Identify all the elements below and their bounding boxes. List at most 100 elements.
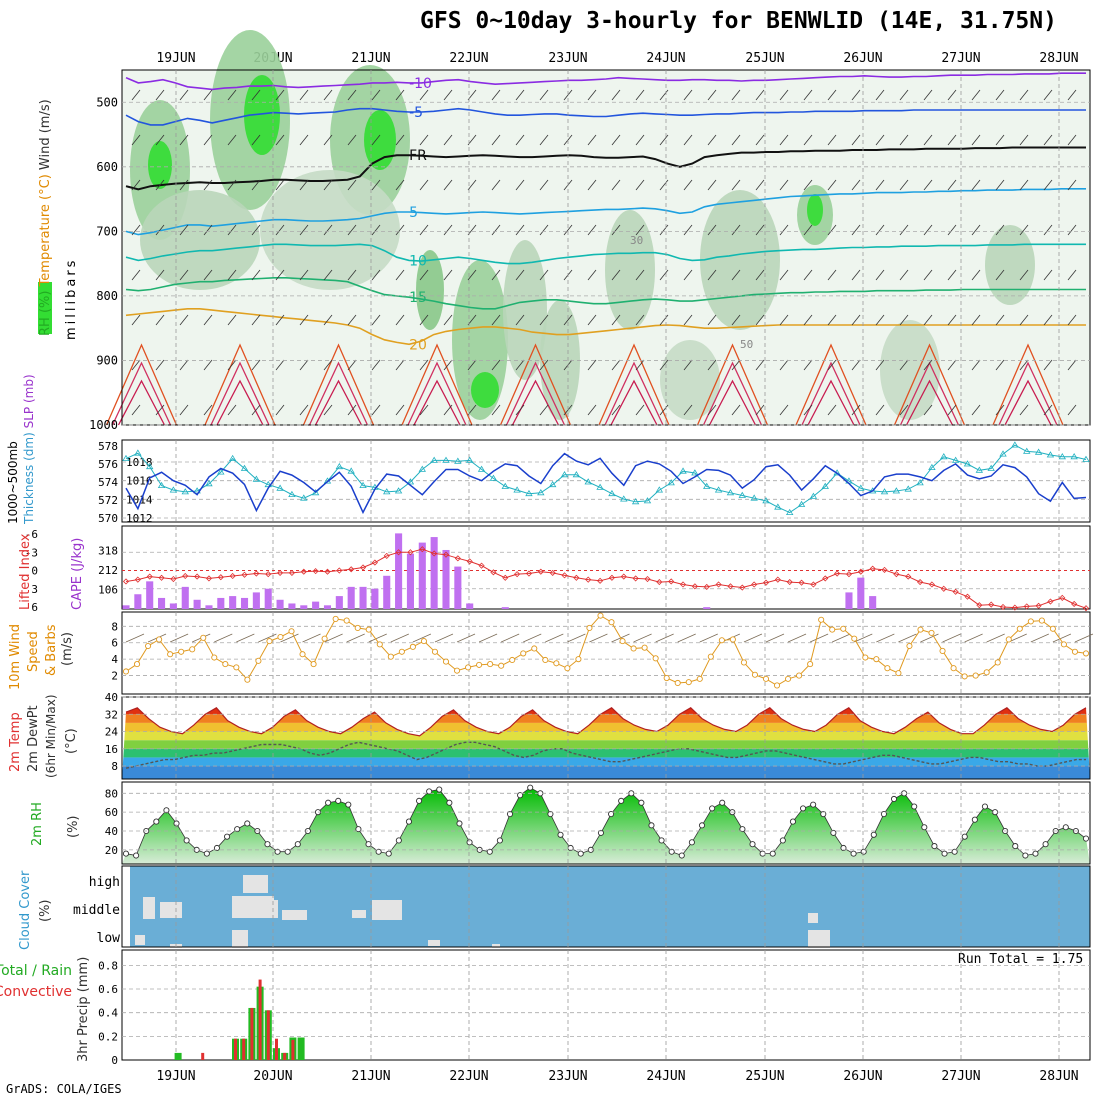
- wind-barb: [563, 404, 573, 416]
- rh-marker: [820, 810, 827, 818]
- wind-barb: [347, 89, 357, 101]
- rh-marker: [385, 850, 392, 857]
- lifted-index-marker: [288, 569, 295, 576]
- wind-speed-marker: [200, 634, 207, 641]
- wind-speed-marker: [928, 629, 935, 636]
- thickness-marker: [1046, 451, 1055, 458]
- wind-barb: [707, 269, 717, 281]
- rh-shade: [660, 340, 720, 420]
- wind-barb: [635, 269, 645, 281]
- thickness-marker: [347, 467, 355, 474]
- rh-marker: [375, 848, 382, 855]
- precip-convective-bar: [266, 1010, 270, 1060]
- thickness-tick-label: 578: [98, 440, 118, 453]
- lifted-index-marker: [1082, 605, 1090, 612]
- wind-speed-marker: [277, 633, 284, 641]
- wind-barb: [491, 404, 501, 416]
- wind-barb: [899, 314, 909, 326]
- wind-barb: [227, 359, 237, 371]
- rh-marker: [658, 837, 665, 844]
- cape-tick-label: 318: [98, 544, 118, 557]
- wind-speed-marker: [818, 616, 825, 623]
- wind-barb: [1019, 89, 1029, 101]
- wind-barb: [491, 359, 501, 371]
- wind-barb: [515, 269, 525, 281]
- wind-barb: [683, 404, 693, 416]
- rh-marker: [961, 833, 968, 840]
- cloud-tick-label: middle: [73, 903, 120, 918]
- wind-barb: [1043, 89, 1053, 101]
- rh-shade: [700, 190, 780, 330]
- lifted-index-marker: [371, 559, 378, 566]
- wind-speed-marker: [707, 653, 714, 660]
- rh-marker: [971, 816, 978, 823]
- thickness-marker: [762, 497, 770, 504]
- wind-barb: [635, 179, 645, 191]
- wind-barb: [971, 89, 981, 101]
- wind-barb: [611, 269, 621, 281]
- wind-barb: [299, 224, 309, 236]
- wind-speed-marker: [597, 612, 604, 619]
- thickness-marker: [928, 463, 936, 471]
- wind-barb-10m: [1008, 633, 1027, 643]
- wind-speed-marker: [133, 661, 141, 668]
- thickness-marker: [394, 487, 403, 494]
- wind-barb: [419, 134, 429, 146]
- cape-bar: [501, 607, 509, 609]
- wind-barb: [227, 89, 237, 101]
- wind-barb: [995, 224, 1005, 236]
- isotherm-line: [125, 243, 1086, 265]
- temp-band: [122, 740, 1090, 749]
- wind-speed-marker: [233, 664, 240, 671]
- wind-barb: [467, 179, 477, 191]
- thickness-marker: [821, 482, 829, 489]
- thickness-marker: [513, 486, 521, 493]
- thickness-marker: [525, 489, 533, 497]
- wind-barb: [347, 404, 357, 416]
- lifted-index-marker: [857, 568, 864, 575]
- surface-isotherm: [413, 379, 461, 426]
- wind-barb: [155, 269, 165, 281]
- temp-ylabel-2: 2m DewPt: [26, 705, 41, 772]
- wind-barb: [827, 269, 837, 281]
- cape-bar: [205, 605, 213, 609]
- rh-marker: [426, 788, 433, 795]
- surface-isotherm: [604, 361, 664, 426]
- surface-isotherm: [998, 361, 1058, 426]
- rh-marker: [931, 843, 938, 850]
- wind-barb: [779, 179, 789, 191]
- wind-barb: [731, 134, 741, 146]
- cloud-frame: [121, 865, 1091, 948]
- thickness-marker: [620, 495, 628, 502]
- wind-barb: [899, 224, 909, 236]
- wind-barb: [755, 269, 765, 281]
- wind-speed-marker: [994, 659, 1001, 666]
- rh-marker: [880, 810, 887, 818]
- wind-speed-marker: [442, 658, 450, 665]
- wind-barb: [779, 89, 789, 101]
- wind-barb: [1067, 134, 1077, 146]
- wind-barb: [755, 404, 765, 416]
- wind-speed-marker: [619, 638, 626, 645]
- lifted-index-marker: [845, 571, 853, 578]
- wind-barb: [1043, 269, 1053, 281]
- wind-barb: [731, 224, 741, 236]
- wind-speed-marker: [895, 670, 902, 677]
- wind-barb: [659, 224, 669, 236]
- cape-bar: [703, 607, 711, 609]
- wind-barb-10m: [832, 633, 851, 643]
- wind-speed-marker: [299, 651, 306, 658]
- wind-barb: [995, 359, 1005, 371]
- cape-bar: [323, 605, 332, 609]
- pressure-tick-label: 600: [96, 160, 118, 174]
- wind-barb: [251, 314, 261, 326]
- wind-barb-10m: [699, 633, 718, 643]
- wind-barb: [155, 134, 165, 146]
- wind-barb: [683, 179, 693, 191]
- wind-barb: [611, 179, 621, 191]
- wind-speed-marker: [332, 615, 339, 622]
- wind-tick-label: 8: [111, 620, 118, 633]
- wind-barb: [803, 89, 813, 101]
- cloud-block: [135, 935, 145, 945]
- lifted-index-marker: [407, 549, 414, 556]
